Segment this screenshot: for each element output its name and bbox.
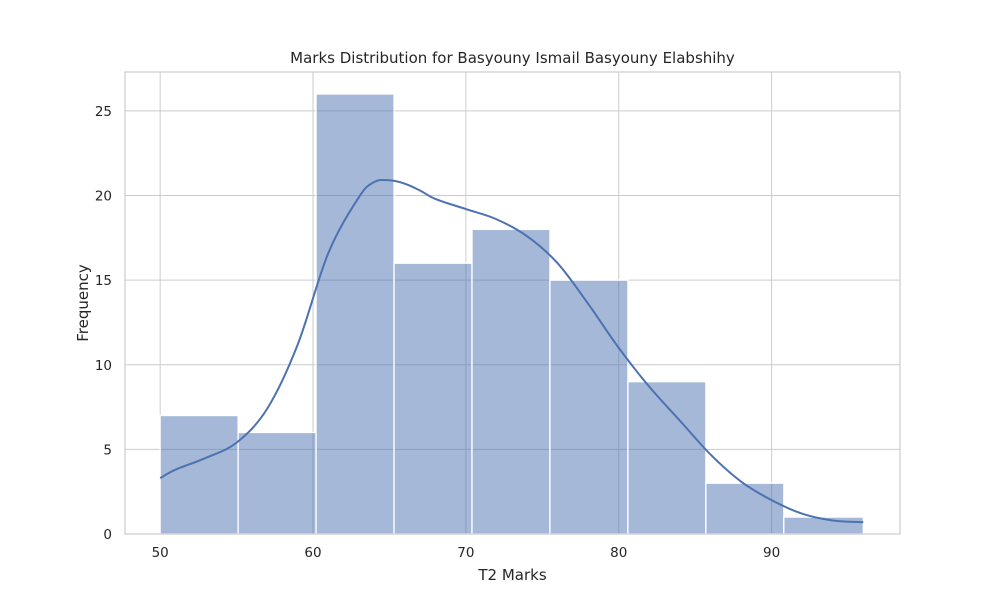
kde-curve xyxy=(159,178,864,524)
y-tick-label: 15 xyxy=(95,273,112,289)
histogram-bar xyxy=(393,262,473,535)
histogram-bar xyxy=(627,381,707,535)
plot-frame xyxy=(124,71,901,535)
x-axis-ticks: 50 60 70 80 90 xyxy=(152,545,781,561)
y-axis-ticks: 0 5 10 15 20 25 xyxy=(95,104,112,543)
histogram-bar xyxy=(471,228,551,535)
histogram-bar xyxy=(315,93,395,535)
histogram-bar xyxy=(237,431,317,535)
histogram-bar xyxy=(549,279,629,535)
y-tick-label: 0 xyxy=(103,527,112,543)
histogram-bar xyxy=(705,482,785,535)
x-tick-label: 70 xyxy=(457,545,474,561)
x-axis-label: T2 Marks xyxy=(477,566,546,584)
histogram-bar xyxy=(159,414,239,535)
y-tick-label: 25 xyxy=(95,104,112,120)
y-tick-label: 10 xyxy=(95,358,112,374)
x-tick-label: 50 xyxy=(152,545,169,561)
y-tick-label: 5 xyxy=(103,442,112,458)
y-axis-label: Frequency xyxy=(74,264,92,342)
x-tick-label: 80 xyxy=(610,545,627,561)
chart-title: Marks Distribution for Basyouny Ismail B… xyxy=(290,49,735,67)
y-tick-label: 20 xyxy=(95,189,112,205)
x-tick-label: 60 xyxy=(304,545,321,561)
bars xyxy=(159,93,864,535)
x-tick-label: 90 xyxy=(763,545,780,561)
